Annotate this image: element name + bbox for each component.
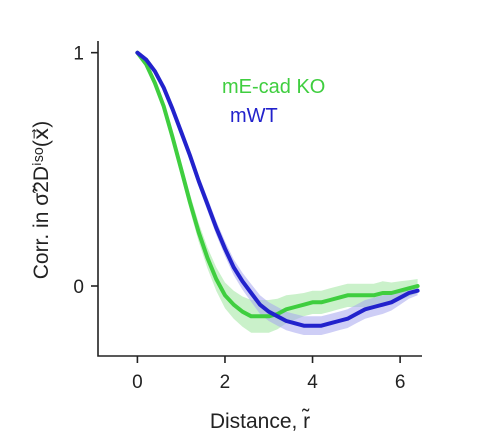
legend-entry-wt: mWT: [230, 105, 278, 127]
series-line-1: [135, 50, 420, 328]
axis-frame: [97, 41, 422, 357]
x-axis-ticks: 0 2 4 6: [132, 356, 405, 393]
x-axis-title: Distance, r̃: [210, 409, 310, 433]
y-axis-ticks: 01: [73, 44, 98, 298]
x-tick-label: 0: [132, 372, 143, 393]
series-line-0: [135, 50, 420, 319]
y-axis-title: Corr. in σ̃2Dⁱˢᵒ(x⃗): [30, 121, 53, 280]
y-tick-label: 1: [73, 44, 84, 65]
x-tick-label: 2: [220, 372, 231, 393]
x-tick-label: 6: [395, 372, 406, 393]
error-band-1: [137, 52, 418, 335]
legend-entry-ko: mE-cad KO: [222, 76, 325, 98]
x-tick-label: 4: [307, 372, 318, 393]
y-tick-label: 0: [73, 277, 84, 298]
series-lines: [135, 50, 420, 328]
